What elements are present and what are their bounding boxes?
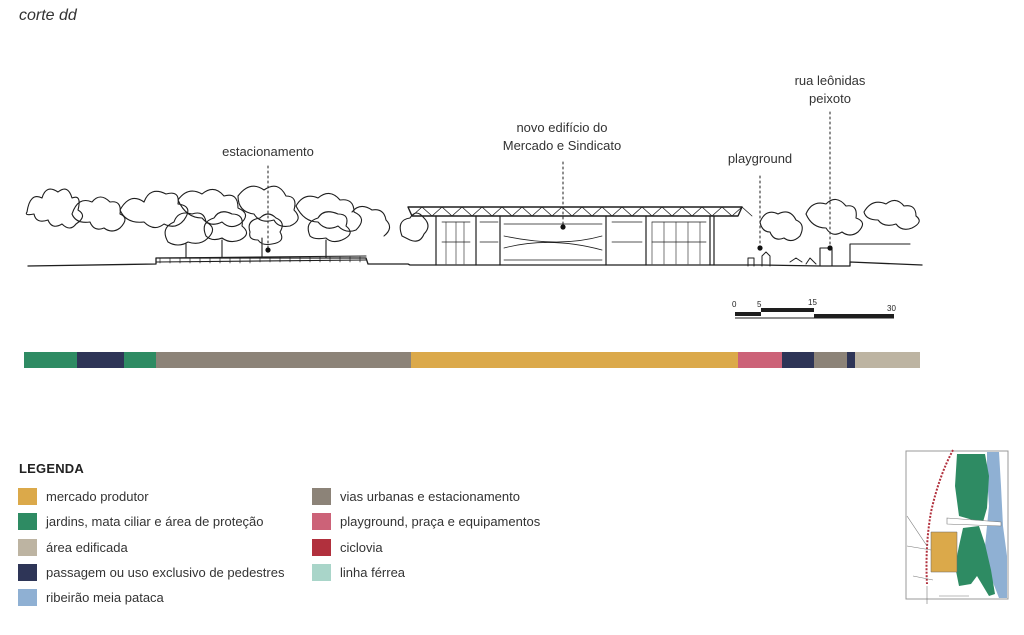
strip-segment-pedestres	[847, 352, 856, 368]
key-map-green-area	[955, 454, 995, 596]
legend-label: vias urbanas e estacionamento	[340, 489, 520, 505]
label-text: peixoto	[809, 91, 851, 106]
legend-column-1: mercado produtor jardins, mata ciliar e á…	[18, 484, 284, 610]
legend-item: área edificada	[18, 535, 284, 560]
legend-label: ciclovia	[340, 539, 383, 555]
legend-swatch	[18, 538, 37, 556]
scale-tick-label: 5	[757, 300, 762, 309]
legend-item: passagem ou uso exclusivo de pedestres	[18, 560, 284, 585]
legend-label: playground, praça e equipamentos	[340, 514, 541, 530]
scale-tick-label: 0	[732, 300, 737, 309]
strip-segment-edificada	[855, 352, 920, 368]
label-estacionamento: estacionamento	[206, 143, 330, 161]
label-playground: playground	[712, 150, 808, 168]
label-text: Mercado e Sindicato	[502, 138, 622, 153]
strip-segment-playground	[738, 352, 782, 368]
legend-item: mercado produtor	[18, 484, 284, 509]
legend-label: passagem ou uso exclusivo de pedestres	[46, 565, 285, 581]
key-map-railway	[925, 449, 954, 585]
land-use-strip	[24, 352, 920, 368]
legend-swatch	[18, 513, 37, 531]
legend-title: LEGENDA	[19, 461, 84, 476]
strip-segment-jardins	[124, 352, 156, 368]
strip-segment-vias	[155, 352, 412, 368]
playground-equipment	[747, 251, 817, 267]
strip-segment-vias	[814, 352, 848, 368]
legend-swatch	[18, 589, 37, 607]
tree-canopy-right	[399, 198, 920, 242]
label-text: estacionamento	[222, 144, 314, 159]
strip-segment-jardins	[24, 352, 77, 368]
label-mercado: novo edifício do Mercado e Sindicato	[484, 119, 640, 155]
label-rua: rua leônidas peixoto	[772, 72, 888, 108]
legend-item: vias urbanas e estacionamento	[312, 484, 540, 509]
legend-swatch	[312, 564, 331, 582]
legend-swatch	[18, 564, 37, 582]
legend-item: playground, praça e equipamentos	[312, 509, 540, 534]
legend-label: linha férrea	[340, 565, 406, 581]
market-building	[407, 206, 753, 266]
key-map	[905, 449, 1009, 604]
legend-item: ciclovia	[312, 535, 540, 560]
label-text: novo edifício do	[516, 120, 608, 135]
tree-foreground-left	[164, 211, 351, 259]
legend-swatch	[18, 488, 37, 506]
legend-label: área edificada	[46, 539, 128, 555]
legend-item: jardins, mata ciliar e área de proteção	[18, 509, 284, 534]
label-text: rua leônidas	[794, 73, 866, 88]
label-text: playground	[727, 151, 793, 166]
ground-line	[27, 257, 923, 267]
tree-canopy-left	[25, 185, 391, 237]
scale-tick-label: 15	[808, 298, 817, 307]
legend-swatch	[312, 513, 331, 531]
scale-bar: 0 5 15 30	[732, 298, 896, 319]
strip-segment-pedestres	[781, 352, 815, 368]
leader-lines	[267, 111, 831, 251]
strip-segment-mercado	[411, 352, 739, 368]
legend-swatch	[312, 488, 331, 506]
legend-column-2: vias urbanas e estacionamento playground,…	[312, 484, 540, 585]
key-map-market	[931, 532, 957, 572]
legend-label: jardins, mata ciliar e área de proteção	[46, 514, 264, 530]
legend-item: ribeirão meia pataca	[18, 585, 284, 610]
legend-swatch	[312, 538, 331, 556]
strip-segment-pedestres	[76, 352, 125, 368]
scale-tick-label: 30	[887, 304, 896, 313]
legend-item: linha férrea	[312, 560, 540, 585]
legend-label: mercado produtor	[46, 489, 149, 505]
legend-label: ribeirão meia pataca	[46, 590, 164, 606]
section-title: corte dd	[19, 7, 77, 24]
section-sketch: 0 5 15 30	[25, 111, 923, 319]
